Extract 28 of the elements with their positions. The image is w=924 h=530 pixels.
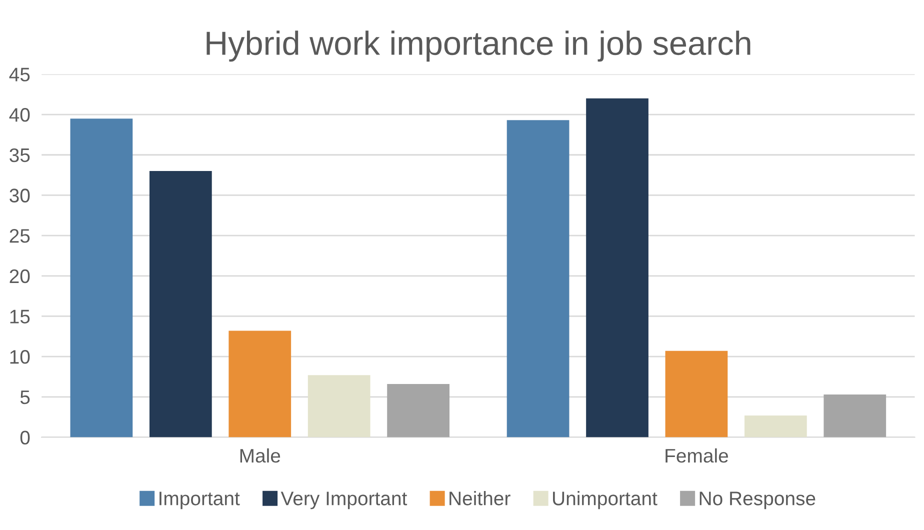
y-tick-label: 40 [9,108,30,122]
x-tick-label: Male [240,448,280,463]
bar [744,415,807,438]
bar [70,118,133,438]
y-tick-label: 20 [10,269,30,284]
y-tick-label: 0 [20,430,30,444]
legend-label: Very Important [280,492,408,510]
bar [824,394,886,438]
bar [228,330,292,438]
legend-label: Important [160,492,240,510]
y-tick-label: 15 [10,310,30,324]
bar [665,350,728,438]
chart-title: Hybrid work importance in job search [206,30,750,62]
legend-label: Unimportant [553,491,658,510]
bar [506,120,570,438]
bar [149,171,212,438]
bar [387,384,450,438]
legend-label: Neither [450,491,510,506]
legend-label: No Response [700,492,816,510]
y-tick-label: 30 [10,188,30,202]
y-tick-label: 10 [10,350,30,364]
bar [308,375,370,438]
y-tick-label: 25 [10,229,30,243]
bar [586,98,648,438]
y-tick-label: 5 [20,390,30,404]
x-tick-label: Female [666,448,728,463]
y-tick-label: 45 [9,68,30,82]
y-tick-label: 35 [10,148,30,162]
